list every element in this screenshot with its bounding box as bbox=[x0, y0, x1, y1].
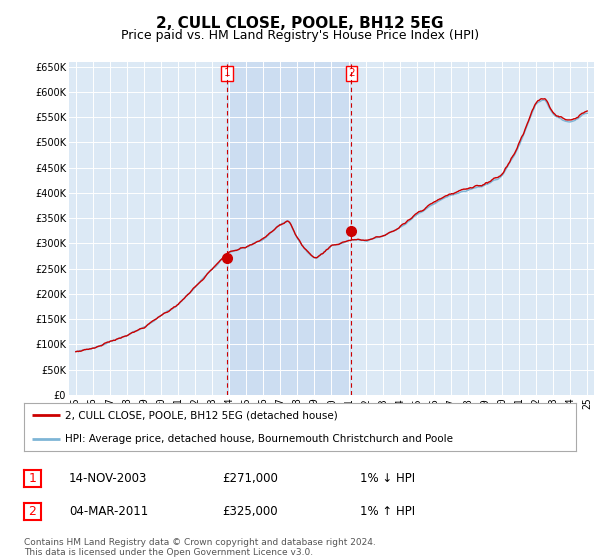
Text: 2, CULL CLOSE, POOLE, BH12 5EG (detached house): 2, CULL CLOSE, POOLE, BH12 5EG (detached… bbox=[65, 410, 338, 420]
Text: 1% ↓ HPI: 1% ↓ HPI bbox=[360, 472, 415, 486]
Bar bbox=[227, 62, 352, 395]
Text: 14-NOV-2003: 14-NOV-2003 bbox=[69, 472, 148, 486]
Text: £325,000: £325,000 bbox=[222, 505, 278, 518]
Text: 04-MAR-2011: 04-MAR-2011 bbox=[69, 505, 148, 518]
Text: 1% ↑ HPI: 1% ↑ HPI bbox=[360, 505, 415, 518]
Text: Price paid vs. HM Land Registry's House Price Index (HPI): Price paid vs. HM Land Registry's House … bbox=[121, 29, 479, 42]
Text: 2: 2 bbox=[348, 68, 355, 78]
Text: This data is licensed under the Open Government Licence v3.0.: This data is licensed under the Open Gov… bbox=[24, 548, 313, 557]
Text: 1: 1 bbox=[224, 68, 230, 78]
Text: 2, CULL CLOSE, POOLE, BH12 5EG: 2, CULL CLOSE, POOLE, BH12 5EG bbox=[156, 16, 444, 31]
Text: 2: 2 bbox=[28, 505, 37, 518]
Text: HPI: Average price, detached house, Bournemouth Christchurch and Poole: HPI: Average price, detached house, Bour… bbox=[65, 434, 454, 444]
Text: 1: 1 bbox=[28, 472, 37, 486]
Text: Contains HM Land Registry data © Crown copyright and database right 2024.: Contains HM Land Registry data © Crown c… bbox=[24, 538, 376, 547]
Text: £271,000: £271,000 bbox=[222, 472, 278, 486]
